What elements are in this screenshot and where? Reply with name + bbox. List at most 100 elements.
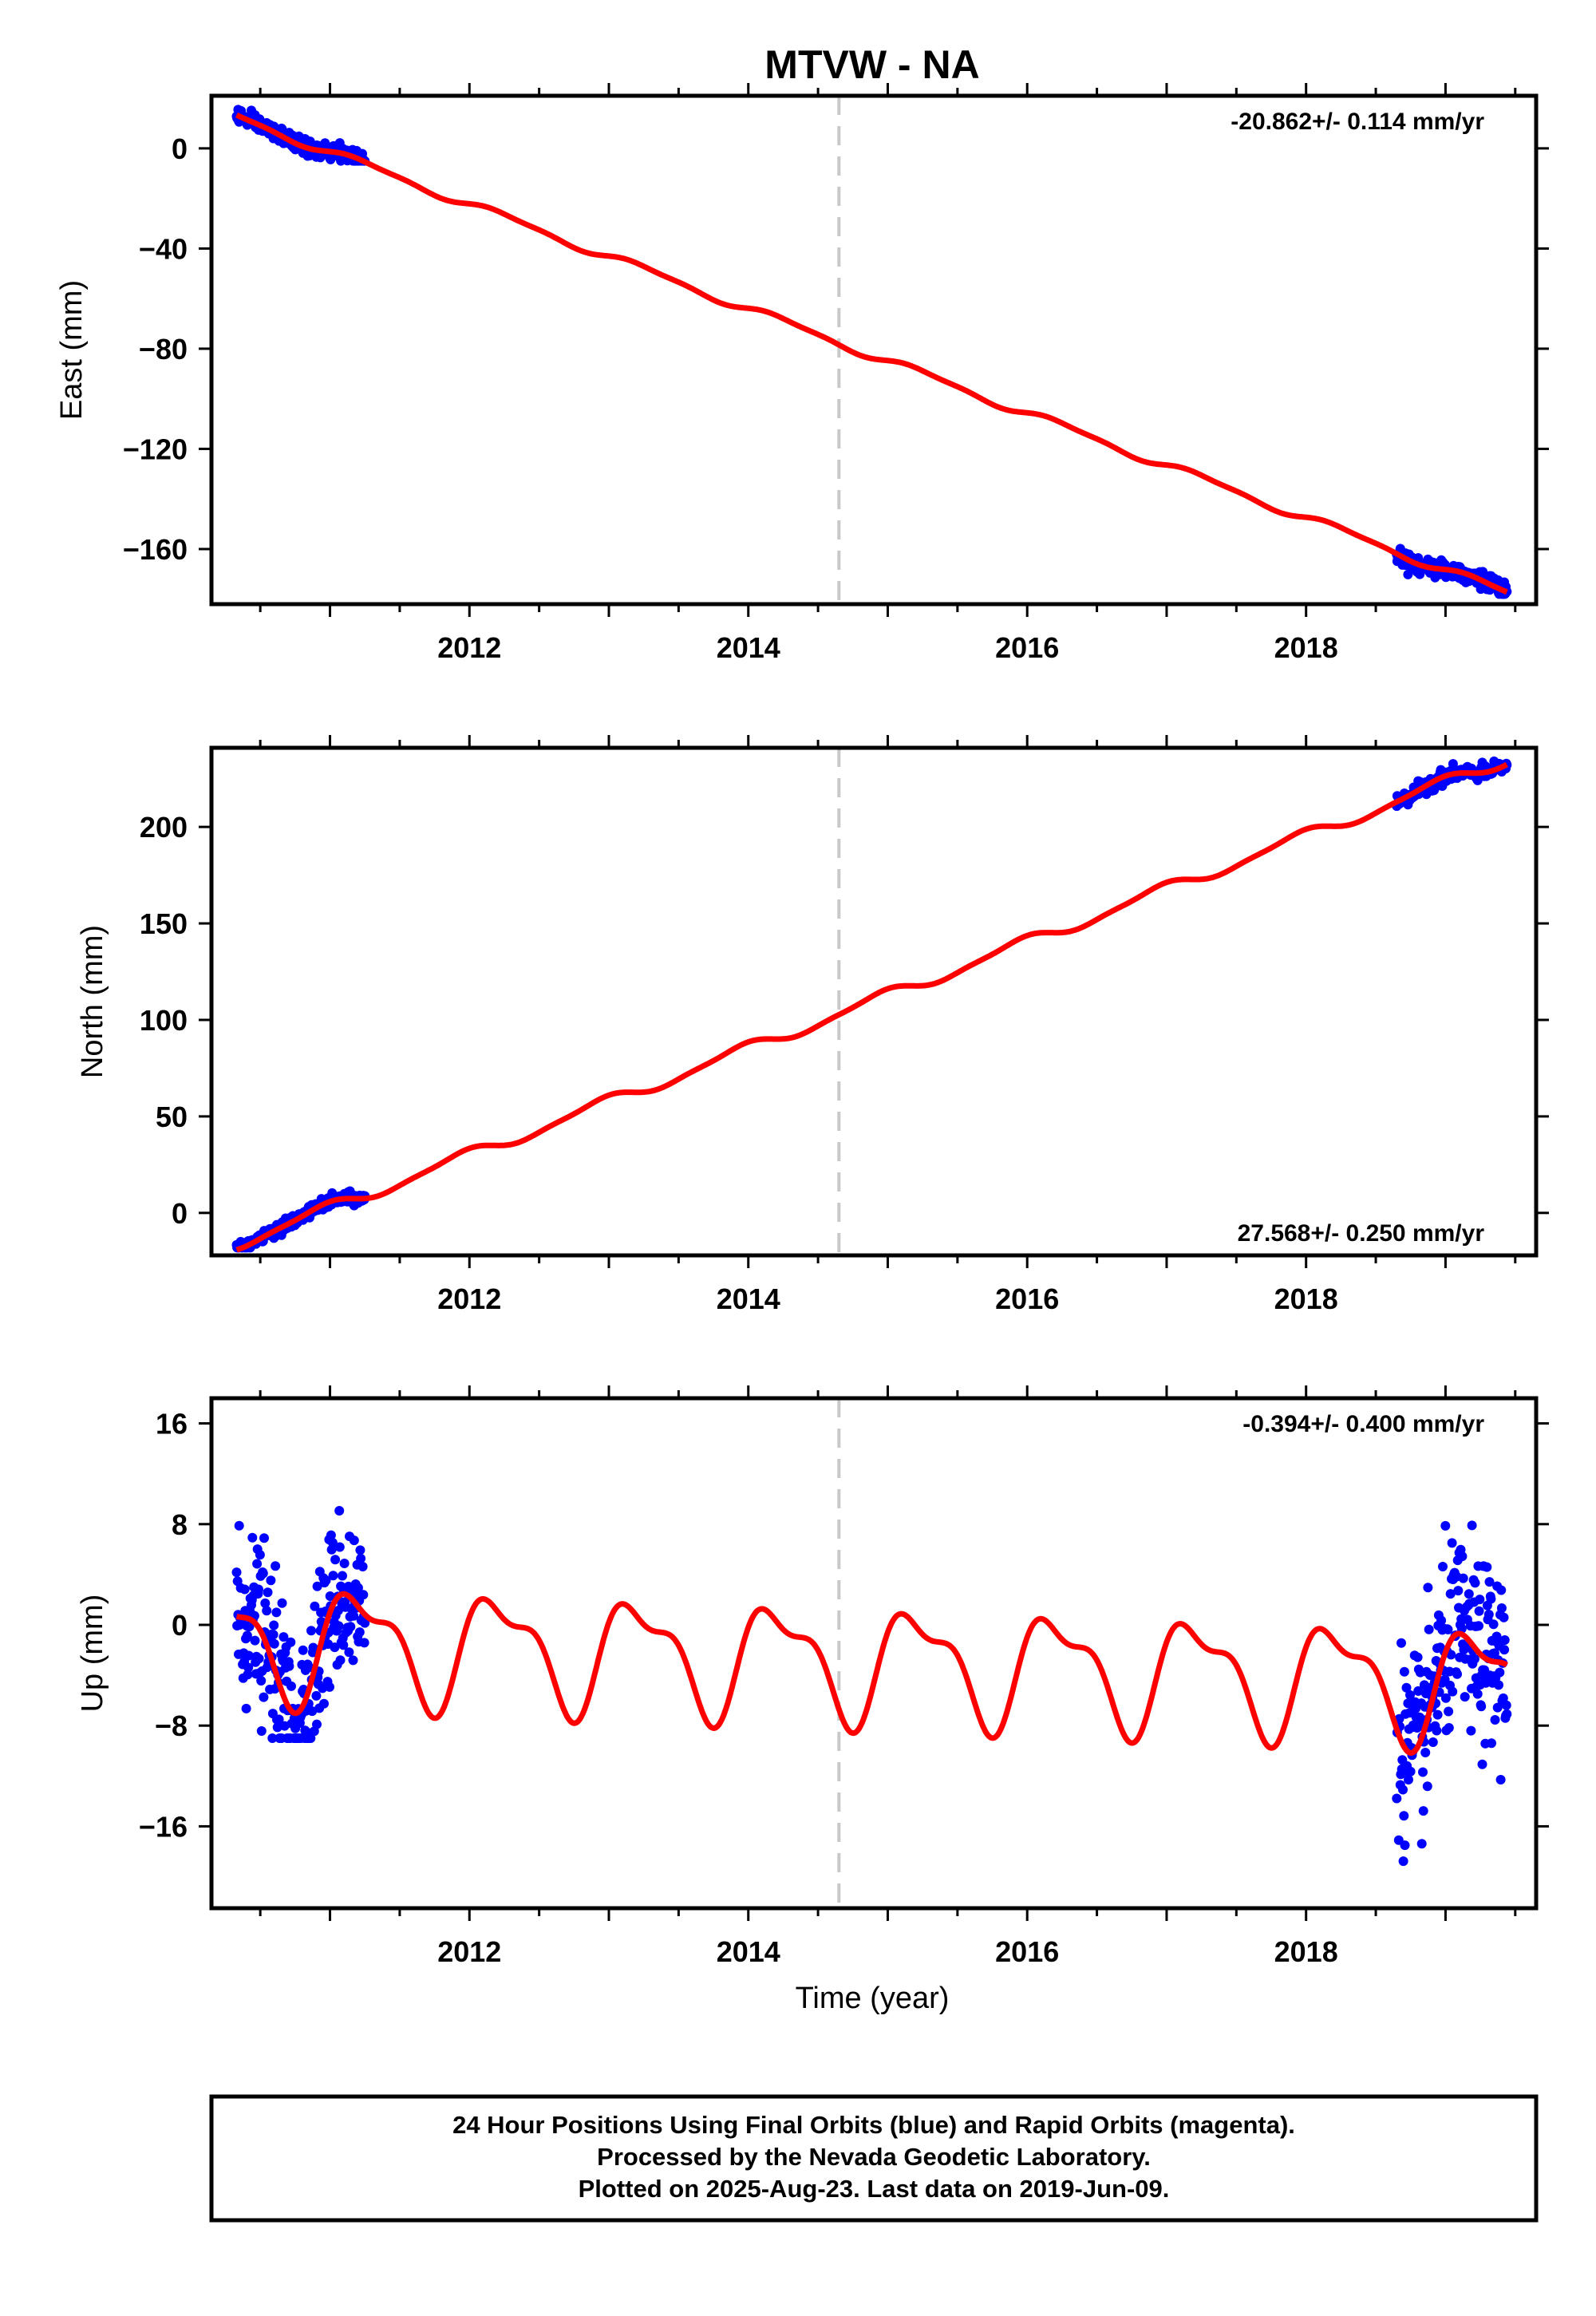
y-tick-label: 0 [172,132,188,165]
y-axis-label: East (mm) [55,280,89,420]
data-point [338,1640,349,1650]
data-point [326,1544,337,1555]
y-tick-label: 16 [156,1408,188,1441]
x-tick-label: 2012 [437,1935,501,1968]
y-axis-label: Up (mm) [76,1595,109,1713]
data-point [359,1638,369,1648]
data-point [1404,1775,1413,1784]
data-point [274,1714,284,1725]
data-point [271,1607,282,1618]
panel-frame [209,1396,1539,1911]
y-tick-label: −8 [155,1709,188,1742]
data-point [1452,1669,1462,1679]
data-point [1424,1624,1434,1634]
data-point [1443,1624,1453,1634]
data-point [1499,1612,1509,1622]
data-point [243,1650,254,1661]
data-point [1482,1562,1492,1572]
y-tick-label: 150 [140,907,188,940]
data-point [334,1506,345,1516]
data-point [1490,1715,1500,1725]
data-point [349,1611,359,1621]
data-point [348,1655,358,1666]
data-point [272,1722,282,1733]
data-point [312,1581,322,1591]
data-point [1475,1595,1485,1605]
data-point [1481,1678,1491,1688]
data-point [344,1647,354,1658]
data-point [1400,1840,1410,1851]
data-point [254,1654,264,1664]
panel-frame [209,93,1539,607]
data-point [326,1530,336,1540]
data-point [334,1542,345,1552]
data-point [242,1630,252,1641]
data-point [328,1571,338,1581]
data-point [259,1533,269,1543]
data-point [286,1681,296,1691]
data-point [358,1590,369,1600]
data-point [1446,1650,1456,1660]
data-point [1398,1856,1408,1867]
data-point [1405,1690,1415,1700]
data-point [1401,1682,1412,1693]
series-2 [1392,1520,1512,1867]
data-point [1499,1635,1510,1645]
data-point [307,1706,318,1717]
footer-line-2: Processed by the Nevada Geodetic Laborat… [597,2143,1151,2171]
data-point [252,1559,263,1569]
data-point [1488,1619,1499,1630]
data-point [1467,1520,1477,1531]
data-point [321,1575,331,1586]
data-point [1466,1725,1476,1736]
data-point [1396,1638,1406,1648]
x-tick-label: 2018 [1274,1282,1338,1315]
data-point [279,1632,289,1642]
data-point [311,1690,322,1701]
data-point [1432,1709,1443,1720]
data-point [1496,1585,1507,1595]
data-point [356,1553,366,1563]
data-point [1496,1603,1507,1613]
footer-box: 24 Hour Positions Using Final Orbits (bl… [209,2094,1539,2223]
data-point [1470,1578,1480,1588]
data-point [353,1583,363,1593]
panel-3: 16 8 0 −8 −16 2012 2014 2016 2018 Up (mm) -0.394+/… [76,1385,1549,1968]
data-point [266,1575,276,1586]
y-tick-label: 100 [140,1004,188,1037]
data-point [1472,1689,1483,1699]
x-tick-label: 2016 [995,1935,1059,1968]
rate-label: -20.862+/- 0.114 mm/yr [1231,109,1484,135]
data-point [327,1538,338,1547]
y-axis-label: North (mm) [76,925,109,1078]
data-point [269,1638,279,1649]
panel-1: 0 −40 −80 −120 −160 2012 2014 2016 2018 East (mm)… [55,83,1549,664]
data-point [339,1559,350,1568]
data-point [354,1627,365,1638]
fit-curve [235,1591,1508,1756]
data-point [338,1571,347,1581]
data-point [1413,1686,1424,1696]
data-point [298,1645,308,1655]
data-point [250,1635,260,1646]
data-point [1438,1562,1448,1571]
data-point [1491,1631,1502,1642]
data-point [1418,1806,1428,1816]
y-tick-label: −80 [139,333,188,366]
y-tick-label: 200 [140,811,188,844]
data-point [1476,1701,1487,1712]
data-point [1416,1839,1427,1849]
data-point [254,1584,263,1595]
y-tick-label: 0 [172,1197,188,1230]
data-point [330,1642,340,1653]
data-point [255,1550,265,1560]
panel-2: 0 50 100 150 200 2012 2014 2016 2018 North (mm) 27… [76,735,1549,1315]
data-point [330,1555,341,1565]
data-point [256,1726,267,1736]
x-tick-label: 2016 [995,1282,1059,1315]
data-point [318,1683,328,1694]
data-point [1487,1738,1496,1749]
data-point [346,1622,356,1632]
data-point [1460,1692,1470,1702]
data-point [334,1621,344,1631]
